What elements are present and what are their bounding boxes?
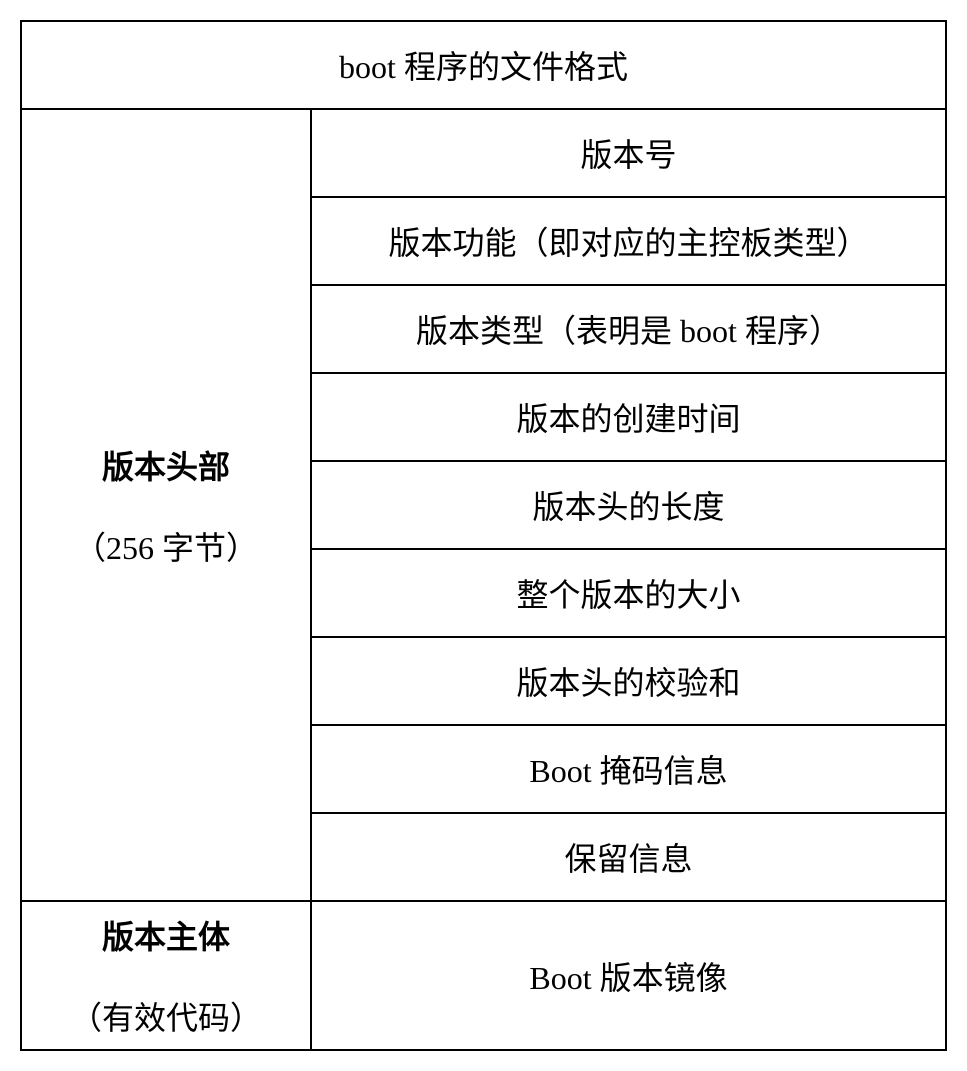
- row-boot-image: Boot 版本镜像: [312, 902, 945, 1049]
- row-version-function: 版本功能（即对应的主控板类型）: [312, 198, 945, 286]
- row-creation-time: 版本的创建时间: [312, 374, 945, 462]
- version-header-section: 版本头部 （256 字节） 版本号 版本功能（即对应的主控板类型） 版本类型（表…: [22, 110, 945, 900]
- table-body: 版本头部 （256 字节） 版本号 版本功能（即对应的主控板类型） 版本类型（表…: [22, 110, 945, 1049]
- row-boot-mask: Boot 掩码信息: [312, 726, 945, 814]
- version-body-section: 版本主体 （有效代码） Boot 版本镜像: [22, 900, 945, 1049]
- table-title: boot 程序的文件格式: [22, 22, 945, 110]
- version-body-rows: Boot 版本镜像: [312, 902, 945, 1049]
- row-header-length: 版本头的长度: [312, 462, 945, 550]
- file-format-table: boot 程序的文件格式 版本头部 （256 字节） 版本号 版本功能（即对应的…: [20, 20, 947, 1051]
- row-total-size: 整个版本的大小: [312, 550, 945, 638]
- row-checksum: 版本头的校验和: [312, 638, 945, 726]
- row-version-type: 版本类型（表明是 boot 程序）: [312, 286, 945, 374]
- row-version-number: 版本号: [312, 110, 945, 198]
- version-header-subtitle: （256 字节）: [74, 523, 258, 569]
- version-header-title: 版本头部: [102, 442, 230, 488]
- version-header-label-cell: 版本头部 （256 字节）: [22, 110, 312, 900]
- version-body-label-cell: 版本主体 （有效代码）: [22, 902, 312, 1049]
- version-body-title: 版本主体: [102, 912, 230, 958]
- version-header-rows: 版本号 版本功能（即对应的主控板类型） 版本类型（表明是 boot 程序） 版本…: [312, 110, 945, 900]
- row-reserved-info: 保留信息: [312, 814, 945, 900]
